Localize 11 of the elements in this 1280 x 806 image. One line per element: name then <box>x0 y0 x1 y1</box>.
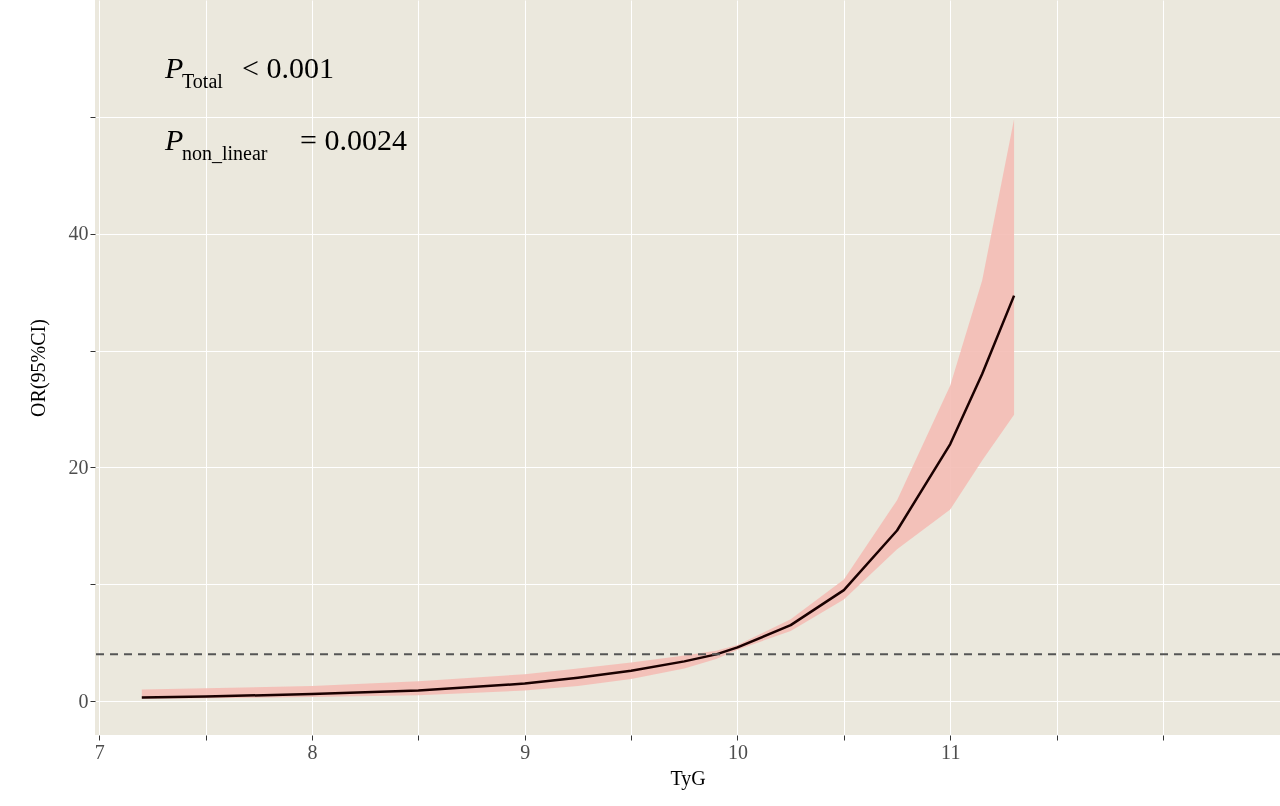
x-tick-label: 8 <box>307 740 318 763</box>
y-tick-label: 40 <box>68 222 89 245</box>
y-axis-title: OR(95%CI) <box>26 319 50 417</box>
y-tick-label: 0 <box>78 689 89 712</box>
x-tick-label: 10 <box>728 740 748 763</box>
x-tick-label: 11 <box>941 740 961 763</box>
x-tick-label: 9 <box>520 740 531 763</box>
y-tick-label: 20 <box>68 455 89 478</box>
x-tick-label: 7 <box>94 740 105 763</box>
x-axis-title: TyG <box>670 766 706 790</box>
line-series <box>140 294 1016 699</box>
